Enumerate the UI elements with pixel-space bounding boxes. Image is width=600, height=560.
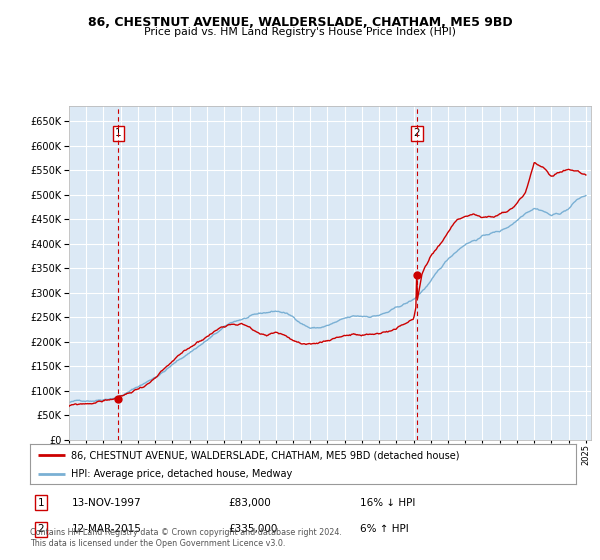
Text: 1: 1 <box>37 498 44 508</box>
Text: £83,000: £83,000 <box>228 498 271 508</box>
Text: £335,000: £335,000 <box>228 524 277 534</box>
Text: 12-MAR-2015: 12-MAR-2015 <box>72 524 142 534</box>
Text: 6% ↑ HPI: 6% ↑ HPI <box>360 524 409 534</box>
Text: 13-NOV-1997: 13-NOV-1997 <box>72 498 142 508</box>
Text: 2: 2 <box>413 128 420 138</box>
Text: 16% ↓ HPI: 16% ↓ HPI <box>360 498 415 508</box>
Text: HPI: Average price, detached house, Medway: HPI: Average price, detached house, Medw… <box>71 469 292 479</box>
Text: Contains HM Land Registry data © Crown copyright and database right 2024.
This d: Contains HM Land Registry data © Crown c… <box>30 528 342 548</box>
Text: 86, CHESTNUT AVENUE, WALDERSLADE, CHATHAM, ME5 9BD (detached house): 86, CHESTNUT AVENUE, WALDERSLADE, CHATHA… <box>71 450 460 460</box>
Text: Price paid vs. HM Land Registry's House Price Index (HPI): Price paid vs. HM Land Registry's House … <box>144 27 456 37</box>
Text: 2: 2 <box>37 524 44 534</box>
Text: 1: 1 <box>115 128 122 138</box>
Text: 86, CHESTNUT AVENUE, WALDERSLADE, CHATHAM, ME5 9BD: 86, CHESTNUT AVENUE, WALDERSLADE, CHATHA… <box>88 16 512 29</box>
